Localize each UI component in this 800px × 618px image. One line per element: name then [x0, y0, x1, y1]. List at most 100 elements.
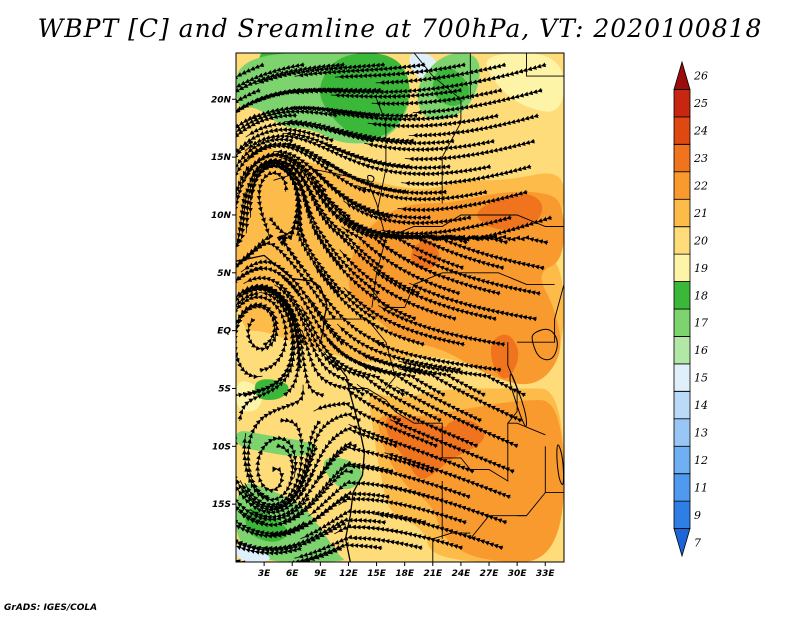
- colorbar-label: 13: [694, 427, 708, 440]
- lat-tick-label: 5N: [217, 269, 231, 279]
- country-border: [385, 214, 564, 239]
- streamline-arrow: [383, 139, 389, 144]
- country-border: [413, 53, 462, 100]
- colorbar-label: 14: [694, 399, 708, 412]
- streamline-arrow: [464, 152, 471, 158]
- streamline-arrow: [446, 443, 453, 449]
- streamline-arrow: [461, 178, 467, 183]
- streamline-arrow: [236, 197, 237, 203]
- streamline-arrow: [265, 509, 271, 515]
- map-plot-area: [236, 53, 564, 562]
- colorbar-label: 21: [693, 207, 708, 220]
- grads-credit: GrADS: IGES/COLA: [4, 603, 98, 613]
- colorbar-label: 11: [694, 481, 708, 494]
- lat-tick-label: EQ: [217, 327, 231, 337]
- streamline-arrow: [434, 525, 440, 530]
- lat-tick-label: 15N: [211, 153, 232, 163]
- colorbar-swatch: [673, 281, 691, 310]
- colorbar-swatch: [673, 445, 691, 475]
- colorbar-swatch: [673, 308, 691, 337]
- lake-outline: [509, 373, 528, 427]
- colorbar-swatch: [673, 390, 691, 420]
- colorbar-label: 25: [693, 97, 708, 110]
- streamline-arrow: [314, 67, 320, 73]
- colorbar-swatch: [673, 198, 691, 228]
- lon-tick-label: 3E: [258, 569, 271, 579]
- colorbar-label: 15: [694, 372, 708, 385]
- latitude-axis: 20N 15N 10N 5N EQ 5S 10S 15S: [211, 95, 236, 510]
- colorbar-label: 24: [693, 125, 708, 138]
- colorbar-swatch: [673, 336, 691, 365]
- country-border: [517, 284, 564, 343]
- colorbar-swatch: [673, 500, 691, 529]
- colorbar-swatch: [673, 473, 691, 502]
- streamline-arrow: [238, 509, 244, 515]
- streamline-arrow: [466, 303, 473, 308]
- colorbar-label: 19: [694, 262, 708, 275]
- colorbar-swatch: [673, 143, 691, 173]
- colorbar-label: 16: [694, 344, 708, 357]
- streamline-arrow: [431, 98, 438, 104]
- colorbar-swatch: [673, 60, 691, 90]
- colorbar-label: 22: [693, 180, 708, 193]
- coastline: [236, 254, 366, 562]
- colorbar-swatch: [673, 418, 691, 447]
- colorbar-swatch: [673, 363, 691, 392]
- lon-tick-label: 30E: [508, 569, 528, 579]
- lon-tick-label: 33E: [536, 569, 556, 579]
- streamline-arrow: [472, 103, 479, 108]
- streamline-arrow: [346, 109, 353, 115]
- lat-tick-label: 15S: [212, 500, 231, 510]
- lon-tick-label: 12E: [339, 569, 359, 579]
- streamline-layer: [236, 62, 552, 562]
- country-border: [348, 388, 546, 482]
- country-border: [441, 99, 462, 204]
- lat-tick-label: 5S: [218, 384, 231, 394]
- streamline-arrow: [451, 416, 457, 421]
- colorbar-label: 18: [694, 289, 708, 302]
- streamline-arrow: [438, 498, 444, 504]
- colorbar-swatch: [673, 226, 691, 255]
- lat-tick-label: 20N: [211, 95, 232, 105]
- map-frame: [235, 52, 565, 563]
- colorbar-swatch: [673, 528, 691, 558]
- colorbar-label: 23: [693, 152, 708, 165]
- lake-outline: [556, 444, 564, 485]
- country-border: [325, 318, 396, 389]
- country-border: [348, 526, 471, 540]
- lon-tick-label: 24E: [452, 569, 472, 579]
- colorbar-swatch: [673, 116, 691, 145]
- longitude-axis: 3E 6E 9E 12E 15E 18E 21E 24E 27E 30E 33E: [258, 562, 556, 579]
- colorbar-label: 20: [693, 234, 708, 247]
- lon-tick-label: 27E: [480, 569, 500, 579]
- streamline-arrow: [237, 541, 244, 546]
- country-border: [469, 515, 527, 540]
- lon-tick-label: 18E: [395, 569, 415, 579]
- boundary-layer: [236, 53, 564, 562]
- colorbar-label: 26: [693, 70, 708, 83]
- colorbar-label: 12: [694, 454, 708, 467]
- lat-tick-label: 10S: [212, 442, 231, 452]
- colorbar-swatch: [673, 89, 691, 118]
- lake-outline: [367, 174, 375, 183]
- country-border: [273, 168, 387, 308]
- lat-tick-label: 10N: [211, 211, 232, 221]
- colorbar: 7 9 11 12 13 14 15 16 17 18 19 20 21 22 23 24 25 26: [673, 60, 708, 558]
- lon-tick-label: 6E: [286, 569, 299, 579]
- streamline-arrow: [442, 471, 448, 476]
- colorbar-label: 7: [694, 536, 701, 549]
- streamline-arrow: [468, 127, 475, 133]
- streamline-arrow: [257, 266, 264, 271]
- colorbar-label: 17: [694, 317, 708, 330]
- streamline-arrow: [476, 78, 482, 84]
- country-border: [366, 272, 555, 308]
- colorbar-label: 9: [694, 509, 701, 522]
- lake-outline: [531, 328, 558, 361]
- lon-tick-label: 9E: [314, 569, 327, 579]
- country-border: [526, 53, 564, 77]
- colorbar-swatch: [673, 171, 691, 200]
- streamline-arrow: [252, 423, 258, 430]
- country-border: [376, 99, 387, 216]
- lon-tick-label: 15E: [367, 569, 387, 579]
